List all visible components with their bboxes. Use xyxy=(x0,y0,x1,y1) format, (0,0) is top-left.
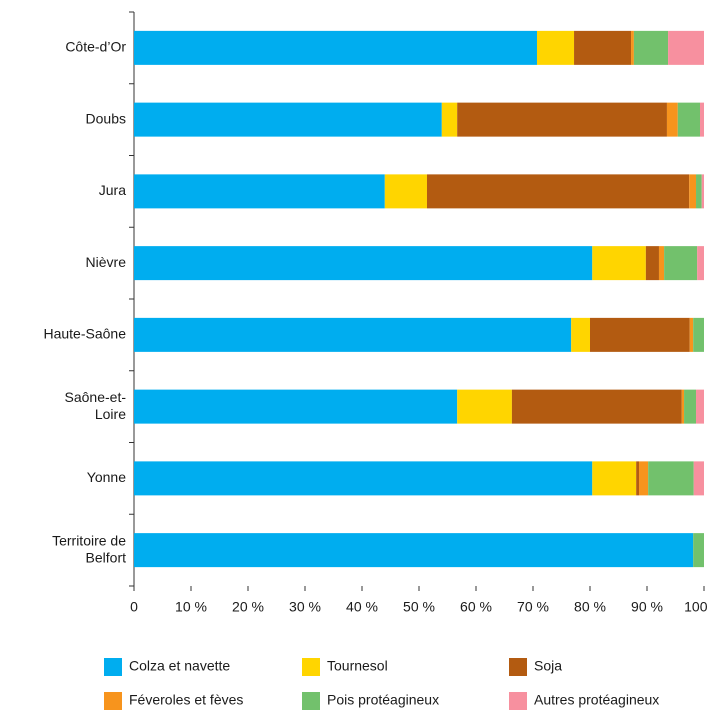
bar-segment xyxy=(689,174,697,209)
legend-label: Colza et navette xyxy=(129,658,230,674)
legend-label: Soja xyxy=(534,658,562,674)
bar-segment xyxy=(636,461,640,496)
bar-segment xyxy=(633,30,669,65)
y-tick-label: Doubs xyxy=(86,110,126,126)
legend-label: Tournesol xyxy=(327,658,388,674)
bar-segment xyxy=(696,389,704,424)
legend-swatch xyxy=(302,658,320,676)
y-tick-label: Nièvre xyxy=(86,254,127,270)
bar-segment xyxy=(384,174,427,209)
bar-segment xyxy=(134,317,572,352)
bar-segment xyxy=(681,389,685,424)
y-tick-label: Territoire de Belfort xyxy=(52,532,126,565)
bar-segment xyxy=(134,246,593,281)
bar-segment xyxy=(441,102,458,137)
bar-segment xyxy=(590,317,690,352)
bar-segment xyxy=(689,317,694,352)
x-tick-label: 50 % xyxy=(403,599,435,615)
bar-segment xyxy=(697,246,704,281)
bar-segment xyxy=(592,246,646,281)
x-tick-label: 100 % xyxy=(684,599,709,615)
bar-segment xyxy=(536,30,575,65)
bar-segment xyxy=(693,533,704,568)
y-tick-label: Yonne xyxy=(87,469,126,485)
legend-swatch xyxy=(509,658,527,676)
bar-segment xyxy=(668,30,704,65)
x-tick-label: 70 % xyxy=(517,599,549,615)
bar-segment xyxy=(700,102,704,137)
bar-segment xyxy=(571,317,590,352)
bar-segment xyxy=(677,102,701,137)
legend-label: Autres protéagineux xyxy=(534,692,659,708)
legend-swatch xyxy=(104,692,122,710)
bar-segment xyxy=(457,389,512,424)
bar-segment xyxy=(696,174,702,209)
bar-segment xyxy=(134,30,537,65)
y-tick-label: Saône-et-Loire xyxy=(65,389,127,422)
y-tick-label: Haute-Saône xyxy=(43,326,126,342)
bar-segment xyxy=(701,174,704,209)
x-tick-label: 60 % xyxy=(460,599,492,615)
bar-segment xyxy=(631,30,634,65)
bar-segment xyxy=(426,174,690,209)
bar-segment xyxy=(693,461,704,496)
x-tick-label: 90 % xyxy=(631,599,663,615)
x-tick-label: 40 % xyxy=(346,599,378,615)
bar-segment xyxy=(645,246,659,281)
x-tick-label: 30 % xyxy=(289,599,321,615)
bar-segment xyxy=(664,246,698,281)
bar-segment xyxy=(457,102,667,137)
x-tick-label: 20 % xyxy=(232,599,264,615)
bar-segment xyxy=(134,389,458,424)
bar-segment xyxy=(134,461,593,496)
bar-segment xyxy=(592,461,637,496)
x-tick-label: 10 % xyxy=(175,599,207,615)
bar-segment xyxy=(693,317,704,352)
legend-swatch xyxy=(302,692,320,710)
y-tick-label: Côte-d’Or xyxy=(65,39,126,55)
y-tick-label: Jura xyxy=(99,182,126,198)
bar-segment xyxy=(134,102,442,137)
legend-swatch xyxy=(509,692,527,710)
x-tick-label: 0 xyxy=(130,599,138,615)
bar-segment xyxy=(639,461,649,496)
legend-label: Féveroles et fèves xyxy=(129,692,243,708)
bar-segment xyxy=(658,246,665,281)
bar-segment xyxy=(134,533,694,568)
bar-segment xyxy=(684,389,697,424)
bar-segment xyxy=(666,102,678,137)
bar-segment xyxy=(648,461,694,496)
x-tick-label: 80 % xyxy=(574,599,606,615)
bar-segment xyxy=(574,30,632,65)
bar-segment xyxy=(511,389,682,424)
legend-label: Pois protéagineux xyxy=(327,692,439,708)
legend-swatch xyxy=(104,658,122,676)
bar-segment xyxy=(134,174,385,209)
